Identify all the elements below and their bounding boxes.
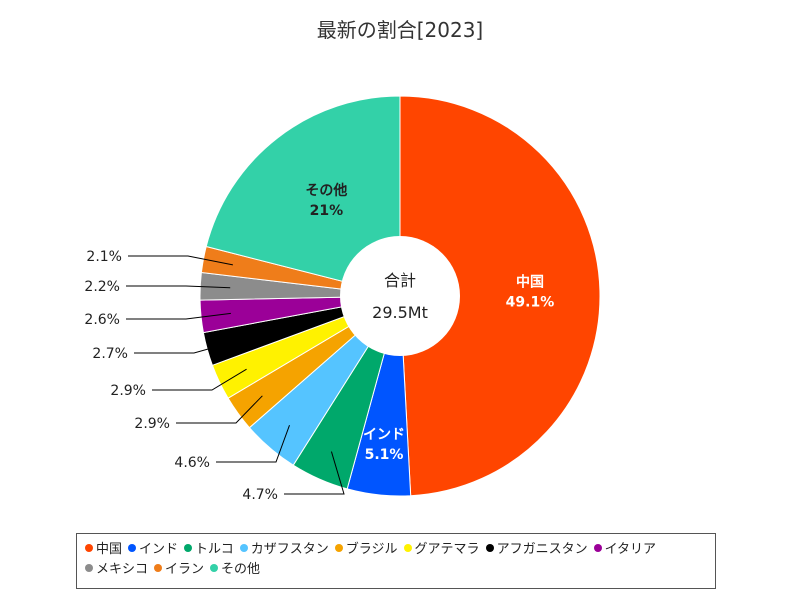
legend-swatch [184, 544, 193, 552]
legend-label: インド [139, 542, 179, 557]
legend-label: 中国 [96, 542, 123, 557]
donut-hole [340, 236, 460, 356]
slice-0 [399, 95, 601, 497]
chart-title: 最新の割合[2023] [316, 18, 484, 42]
legend-item-2: トルコ [184, 540, 234, 560]
legend-label: カザフスタン [250, 542, 329, 557]
legend-label: トルコ [195, 542, 234, 557]
leader-line-9 [128, 255, 233, 266]
legend-item-10: その他 [210, 560, 260, 580]
leader-line-8 [126, 285, 231, 289]
leader-line-5 [152, 368, 247, 391]
slice-value-label-9: 2.1% [86, 249, 122, 265]
legend-swatch [593, 544, 602, 552]
legend-item-3: カザフスタン [239, 540, 329, 560]
legend-item-0: 中国 [85, 540, 122, 560]
legend-swatch [334, 544, 343, 552]
legend-label: ブラジル [345, 542, 398, 557]
legend-item-5: グアテマラ [403, 540, 480, 560]
center-label: 合計 [384, 271, 416, 290]
legend-swatch [154, 564, 163, 572]
slice-value-label-3: 4.6% [174, 455, 210, 471]
legend-item-8: メキシコ [85, 560, 148, 580]
slice-value-label-1: 5.1% [365, 447, 404, 463]
slice-name-label-0: 中国 [516, 274, 544, 291]
legend-label: アフガニスタン [496, 542, 588, 557]
legend-item-1: インド [128, 540, 178, 560]
legend-item-7: イタリア [593, 540, 657, 560]
leader-line-7 [126, 312, 231, 320]
legend-item-9: イラン [154, 560, 204, 580]
legend-swatch [210, 564, 219, 572]
leader-line-6 [134, 340, 237, 354]
legend-label: メキシコ [96, 562, 149, 577]
slice-10 [205, 95, 401, 297]
slice-value-label-7: 2.6% [84, 312, 120, 328]
leader-line-3 [216, 425, 290, 463]
center-value: 29.5Mt [372, 303, 428, 322]
leader-line-2 [284, 451, 345, 495]
slice-value-label-8: 2.2% [84, 279, 120, 295]
legend-label: イタリア [604, 542, 657, 557]
slice-value-label-10: 21% [310, 203, 344, 219]
legend-label: その他 [221, 562, 261, 577]
slice-value-label-5: 2.9% [110, 383, 146, 399]
slice-value-label-6: 2.7% [92, 346, 128, 362]
legend-swatch [128, 544, 137, 552]
legend-item-4: ブラジル [334, 540, 398, 560]
slice-value-label-4: 2.9% [134, 416, 170, 432]
legend-swatch [85, 544, 93, 552]
leader-line-4 [176, 395, 263, 424]
legend-swatch [239, 544, 248, 552]
legend: 中国 インド トルコ カザフスタン ブラジル グアテマラ アフガニスタン イタリアメキシコ イラ… [76, 533, 716, 589]
legend-item-6: アフガニスタン [485, 540, 588, 560]
legend-swatch [485, 544, 494, 552]
legend-swatch [85, 564, 93, 572]
slice-value-label-2: 4.7% [242, 487, 278, 503]
slice-value-label-0: 49.1% [506, 295, 555, 311]
legend-label: イラン [165, 562, 205, 577]
legend-label: グアテマラ [414, 542, 480, 557]
legend-swatch [403, 544, 412, 552]
pie-chart: 中国 49.1% インド 5.1% 4.7% 4.6% 2.9% 2.9% 2.7% 2.6% 2.… [84, 95, 601, 503]
slice-name-label-1: インド [363, 427, 405, 443]
slice-name-label-10: その他 [305, 182, 347, 199]
